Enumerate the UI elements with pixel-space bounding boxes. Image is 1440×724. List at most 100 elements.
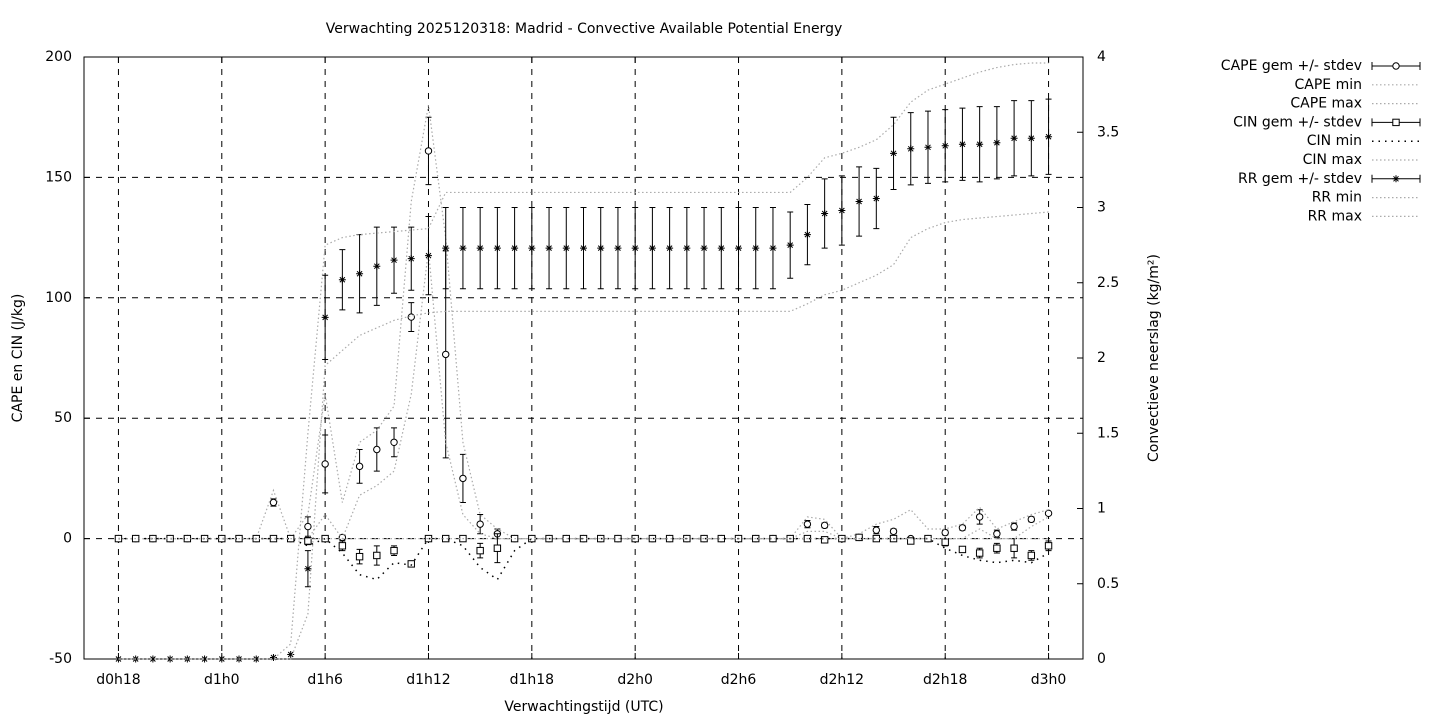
plot-frame xyxy=(83,56,1084,660)
point xyxy=(407,560,415,568)
point xyxy=(373,551,381,560)
point xyxy=(304,537,312,545)
point xyxy=(511,244,519,252)
point xyxy=(855,197,863,205)
y-tick-label: 50 xyxy=(54,410,72,426)
legend-label: RR gem +/- stdev xyxy=(1238,171,1362,187)
point xyxy=(838,207,846,215)
point xyxy=(752,244,760,252)
y2-tick-label: 0.5 xyxy=(1097,576,1119,592)
y-tick-label: 150 xyxy=(45,169,72,185)
point xyxy=(872,526,881,534)
point xyxy=(975,549,984,557)
point xyxy=(993,544,1001,552)
point xyxy=(614,244,622,252)
point xyxy=(855,533,863,542)
y-axis-label: CAPE en CIN (J/kg) xyxy=(10,294,26,423)
point xyxy=(338,542,347,550)
point xyxy=(1010,522,1018,531)
point xyxy=(803,231,811,239)
y2-tick-label: 2.5 xyxy=(1097,275,1119,291)
point xyxy=(269,498,278,507)
point xyxy=(356,270,364,278)
legend-label: CAPE gem +/- stdev xyxy=(1221,58,1362,74)
point xyxy=(545,244,553,252)
y2-tick-label: 0 xyxy=(1097,651,1106,667)
point xyxy=(1045,133,1053,141)
point xyxy=(149,534,157,543)
y-tick-label: 0 xyxy=(63,531,72,547)
point xyxy=(941,528,949,537)
point xyxy=(269,653,277,661)
point xyxy=(786,241,794,249)
chart-title: Verwachting 2025120318: Madrid - Convect… xyxy=(326,21,842,37)
legend-marker xyxy=(1392,118,1400,127)
point xyxy=(424,252,432,260)
x-tick-label: d1h12 xyxy=(406,672,450,688)
point xyxy=(252,655,260,663)
x-axis-label: Verwachtingstijd (UTC) xyxy=(504,699,663,715)
x-tick-label: d2h6 xyxy=(721,672,757,688)
point xyxy=(993,530,1001,538)
point xyxy=(493,244,501,252)
point xyxy=(941,538,949,546)
point xyxy=(872,194,880,202)
point xyxy=(820,521,829,530)
point xyxy=(562,244,570,252)
point xyxy=(1044,509,1053,518)
point xyxy=(889,527,898,536)
legend-label: CAPE max xyxy=(1290,96,1362,112)
point xyxy=(1027,515,1036,524)
point xyxy=(373,445,381,454)
point xyxy=(631,244,639,252)
point xyxy=(201,655,209,663)
point xyxy=(287,650,295,658)
point xyxy=(1027,134,1035,142)
point xyxy=(114,655,122,663)
legend-label: RR min xyxy=(1312,190,1362,206)
x-tick-label: d2h0 xyxy=(617,672,653,688)
point xyxy=(149,655,157,663)
legend-label: RR max xyxy=(1308,208,1362,224)
x-tick-label: d3h0 xyxy=(1031,672,1067,688)
line xyxy=(118,105,1049,540)
line xyxy=(118,537,1049,581)
legend-label: CAPE min xyxy=(1295,77,1363,93)
point xyxy=(304,522,312,531)
y2-tick-label: 3.5 xyxy=(1097,124,1119,140)
point xyxy=(390,438,398,446)
y2-tick-label: 4 xyxy=(1097,49,1106,65)
legend-marker xyxy=(1392,62,1400,70)
point xyxy=(958,140,966,148)
legend-label: CIN max xyxy=(1303,152,1362,168)
y2-axis-label: Convectieve neerslag (kg/m²) xyxy=(1146,254,1162,462)
point xyxy=(459,474,467,483)
point xyxy=(820,536,829,544)
x-tick-label: d1h18 xyxy=(510,672,554,688)
y-tick-label: 200 xyxy=(45,49,72,65)
point xyxy=(390,546,398,555)
point xyxy=(321,534,329,543)
point xyxy=(442,244,450,252)
point xyxy=(890,149,898,157)
point xyxy=(924,143,932,151)
legend-label: CIN min xyxy=(1307,133,1362,149)
line xyxy=(118,62,1049,660)
point xyxy=(476,546,484,555)
point xyxy=(975,513,984,521)
x-tick-label: d1h0 xyxy=(204,672,240,688)
legend-label: CIN gem +/- stdev xyxy=(1233,114,1362,130)
point xyxy=(803,520,812,528)
point xyxy=(958,545,967,554)
point xyxy=(907,537,915,545)
point xyxy=(941,142,949,150)
point xyxy=(580,244,587,252)
point xyxy=(700,244,708,252)
point xyxy=(924,534,932,543)
line xyxy=(118,249,1049,540)
point xyxy=(1010,134,1018,142)
point xyxy=(1027,551,1036,560)
point xyxy=(1044,542,1053,550)
